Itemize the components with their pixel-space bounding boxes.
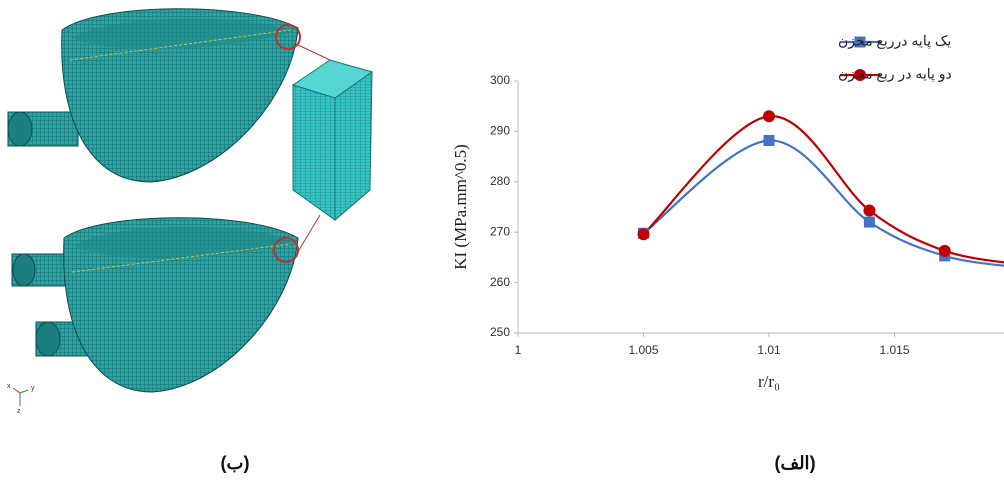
mesh-illustration (8, 9, 372, 406)
triad-label: x (7, 383, 11, 390)
marker (763, 110, 775, 122)
triad-label: y (31, 385, 35, 392)
y-tick-label: 280 (490, 174, 510, 188)
y-axis-title: KI (MPa.mm^0.5) (451, 144, 470, 270)
legend-label: یک پایه درربع مخزن (838, 33, 951, 50)
y-tick-label: 290 (490, 124, 510, 138)
model-two-legs (12, 218, 298, 392)
y-tick-label: 270 (490, 224, 510, 238)
x-tick-label: 1.01 (757, 343, 781, 357)
caption: (ب) (221, 453, 250, 473)
marker (864, 217, 875, 228)
x-tick-label: 1.005 (628, 343, 658, 357)
caption: (الف) (774, 453, 815, 473)
y-tick-label: 250 (490, 325, 510, 339)
series-line (644, 116, 1004, 264)
y-tick-label: 300 (490, 73, 510, 87)
axis-triad (13, 388, 28, 406)
model-one-leg (8, 9, 298, 182)
x-tick-label: 1 (515, 343, 522, 357)
legend-label: دو پایه در ربع مخزن (838, 66, 952, 83)
marker (764, 135, 775, 146)
triad-label: z (17, 408, 21, 415)
marker (939, 245, 951, 257)
y-tick-label: 260 (490, 275, 510, 289)
x-tick-label: 1.015 (879, 343, 909, 357)
x-axis-title: r/r₀ (758, 372, 780, 391)
marker (863, 205, 875, 217)
marker (638, 228, 650, 240)
